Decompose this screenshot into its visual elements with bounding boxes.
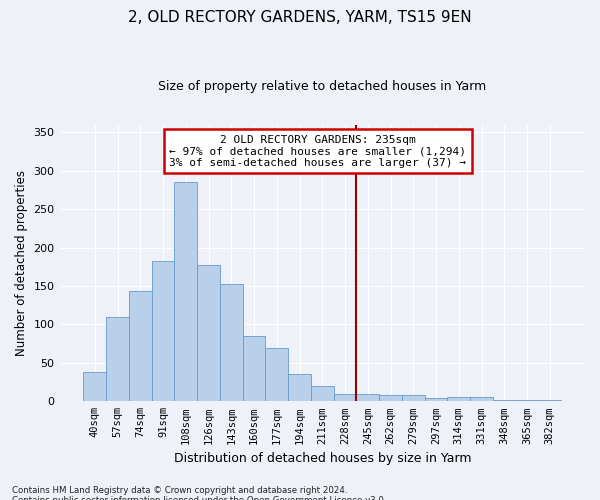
Text: Contains HM Land Registry data © Crown copyright and database right 2024.: Contains HM Land Registry data © Crown c… xyxy=(12,486,347,495)
Bar xyxy=(448,396,470,402)
Bar xyxy=(470,396,493,402)
Bar xyxy=(152,262,175,402)
Bar xyxy=(334,394,356,402)
Bar xyxy=(175,182,197,402)
Bar xyxy=(265,348,288,402)
Bar xyxy=(197,264,220,402)
Bar xyxy=(379,395,402,402)
Text: 2 OLD RECTORY GARDENS: 235sqm
← 97% of detached houses are smaller (1,294)
3% of: 2 OLD RECTORY GARDENS: 235sqm ← 97% of d… xyxy=(169,134,466,168)
Bar xyxy=(425,398,448,402)
Bar xyxy=(402,395,425,402)
Bar xyxy=(220,284,242,402)
Text: 2, OLD RECTORY GARDENS, YARM, TS15 9EN: 2, OLD RECTORY GARDENS, YARM, TS15 9EN xyxy=(128,10,472,25)
Bar xyxy=(106,317,129,402)
Y-axis label: Number of detached properties: Number of detached properties xyxy=(15,170,28,356)
Bar xyxy=(311,386,334,402)
Bar xyxy=(356,394,379,402)
Bar xyxy=(83,372,106,402)
Bar xyxy=(288,374,311,402)
Title: Size of property relative to detached houses in Yarm: Size of property relative to detached ho… xyxy=(158,80,487,93)
Bar xyxy=(242,336,265,402)
X-axis label: Distribution of detached houses by size in Yarm: Distribution of detached houses by size … xyxy=(173,452,471,465)
Bar xyxy=(493,400,515,402)
Bar xyxy=(515,400,538,402)
Bar xyxy=(129,292,152,402)
Text: Contains public sector information licensed under the Open Government Licence v3: Contains public sector information licen… xyxy=(12,496,386,500)
Bar xyxy=(538,400,561,402)
